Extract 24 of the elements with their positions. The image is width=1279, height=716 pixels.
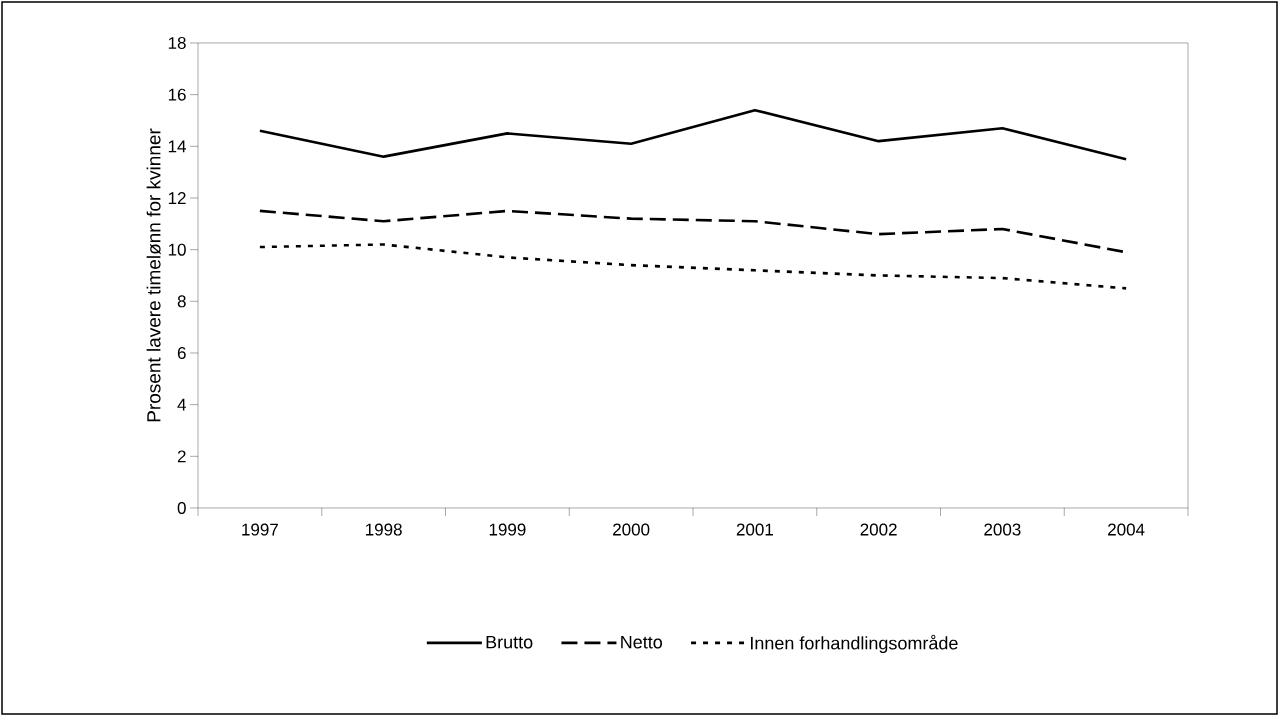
legend-label: Innen forhandlingsområde (750, 634, 958, 654)
line-series (258, 243, 1128, 290)
y-tick-label: 4 (177, 398, 186, 411)
line-series (258, 108, 1128, 161)
x-tick-label: 2002 (860, 523, 897, 536)
y-tick-label: 6 (177, 346, 186, 360)
legend-label: Brutto (486, 635, 533, 649)
x-tick-label: 2004 (1108, 523, 1145, 536)
y-tick-label: 8 (177, 295, 186, 308)
x-tick-label: 2001 (736, 523, 773, 536)
y-tick-label: 0 (177, 501, 186, 515)
y-tick-label: 18 (168, 36, 186, 50)
x-tick-label: 1997 (242, 523, 278, 536)
x-tick-label: 1998 (366, 523, 402, 536)
legend-label: Netto (621, 635, 662, 649)
y-tick-label: 2 (177, 450, 186, 463)
y-tick-label: 14 (168, 140, 186, 153)
y-tick-label: 12 (168, 192, 186, 204)
y-axis-title: Prosent lavere timelønn for kvinner (146, 128, 161, 422)
x-tick-label: 2003 (984, 523, 1021, 536)
x-tick-label: 1999 (489, 523, 526, 536)
y-tick-label: 16 (168, 88, 186, 101)
x-tick-label: 2000 (613, 523, 650, 536)
y-tick-label: 10 (168, 243, 186, 256)
